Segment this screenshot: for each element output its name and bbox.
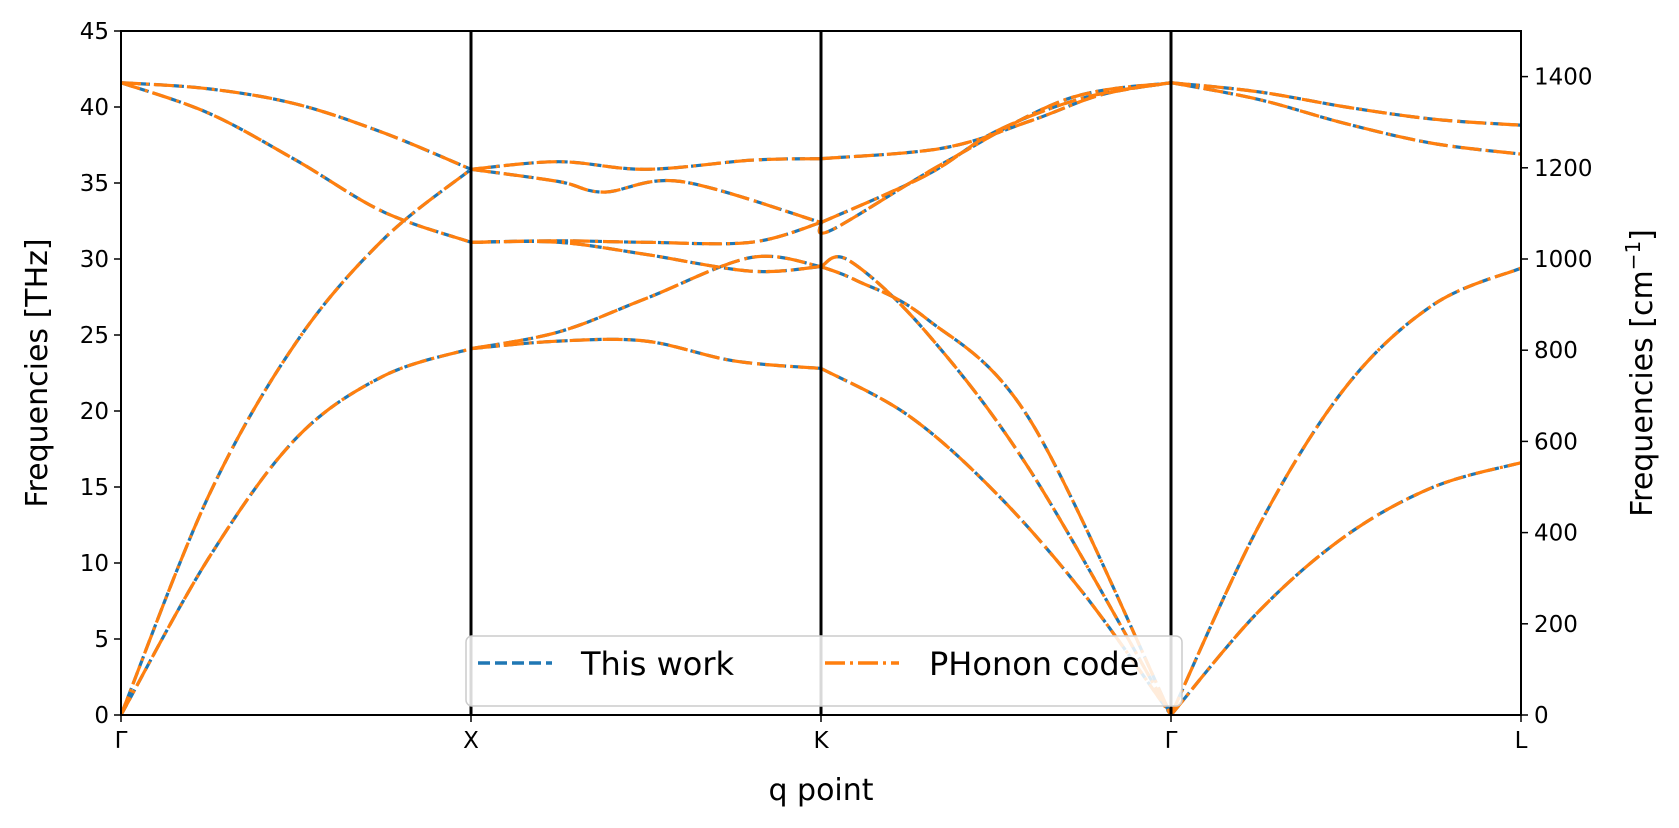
legend-label-this-work: This work <box>580 645 734 683</box>
series-phonon-code-branch-2 <box>121 81 472 244</box>
series-phonon-code-branch-12 <box>820 265 1173 715</box>
series-this-work-branch-3 <box>121 81 472 171</box>
y-tick-label-left: 25 <box>80 323 109 349</box>
y-tick-label-left: 0 <box>94 703 109 729</box>
legend-box <box>465 635 1183 707</box>
series-phonon-code-branch-18 <box>1170 81 1521 156</box>
y-tick-label-right: 200 <box>1534 612 1578 638</box>
series-this-work-branch-15 <box>820 81 1172 161</box>
y-axis-label-left: Frequencies [THz] <box>20 238 55 507</box>
y-tick-label-right: 1200 <box>1534 156 1593 182</box>
series-phonon-code-branch-8 <box>470 167 822 225</box>
axis-layer: 0 5 10 15 20 25 30 35 40 45 0 200 400 600 800 1000 1200 1… <box>80 19 1593 754</box>
y-tick-label-right: 800 <box>1534 338 1578 364</box>
x-tick-label: Γ <box>1165 728 1178 754</box>
y-tick-label-left: 35 <box>80 171 109 197</box>
y-tick-label-left: 45 <box>80 19 109 45</box>
series-phonon-code-branch-4 <box>470 337 822 370</box>
series-phonon-code-branch-5 <box>470 254 822 351</box>
x-tick-label: K <box>813 728 829 754</box>
series-this-work-branch-14 <box>820 81 1172 224</box>
series-phonon-code-branch-0 <box>121 347 472 715</box>
y-tick-label-right: 1000 <box>1534 247 1593 273</box>
x-tick-label: X <box>463 728 479 754</box>
series-this-work-branch-18 <box>1170 81 1521 156</box>
x-tick-label: L <box>1515 728 1528 754</box>
series-phonon-code-branch-19 <box>1170 81 1521 127</box>
y-tick-label-right: 0 <box>1534 703 1549 729</box>
y-axis-label-right: Frequencies [cm−1] <box>1621 229 1660 517</box>
y-tick-label-left: 40 <box>80 95 109 121</box>
x-axis-label: q point <box>768 773 873 808</box>
y-tick-label-left: 10 <box>80 551 109 577</box>
series-phonon-code-branch-14 <box>820 81 1172 224</box>
y-tick-label-left: 30 <box>80 247 109 273</box>
series-phonon-code-branch-13 <box>817 81 1172 235</box>
series-phonon-code-branch-11 <box>820 255 1173 715</box>
series-phonon-code-branch-9 <box>470 157 822 171</box>
y-axis-label-right-close: ] <box>1625 229 1660 241</box>
series-phonon-code-branch-3 <box>121 81 472 171</box>
y-axis-label-right-main: Frequencies [cm <box>1625 270 1660 517</box>
y-tick-label-right: 1400 <box>1534 65 1593 91</box>
series-this-work-branch-16 <box>1169 461 1521 715</box>
x-tick-label: Γ <box>115 728 128 754</box>
y-tick-label-left: 20 <box>80 399 109 425</box>
series-phonon-code-branch-1 <box>121 168 473 715</box>
series-phonon-code-branch-17 <box>1169 266 1521 715</box>
y-tick-label-right: 600 <box>1534 429 1578 455</box>
legend-label-phonon-code: PHonon code <box>929 645 1139 683</box>
series-phonon-code-branch-15 <box>820 81 1172 161</box>
series-this-work-branch-17 <box>1169 266 1521 715</box>
y-axis-label-right-sup: −1 <box>1621 241 1645 270</box>
y-tick-label-left: 5 <box>94 627 109 653</box>
series-this-work-branch-0 <box>121 347 472 715</box>
series-this-work-branch-2 <box>121 81 472 244</box>
series-phonon-code-branch-7 <box>470 220 822 246</box>
series-this-work-branch-13 <box>817 81 1172 235</box>
legend: This work PHonon code <box>465 635 1183 707</box>
series-phonon-code-branch-16 <box>1169 461 1521 715</box>
series-this-work-branch-1 <box>121 168 473 715</box>
y-tick-label-left: 15 <box>80 475 109 501</box>
high-symmetry-lines <box>469 31 1173 715</box>
y-tick-label-right: 400 <box>1534 521 1578 547</box>
